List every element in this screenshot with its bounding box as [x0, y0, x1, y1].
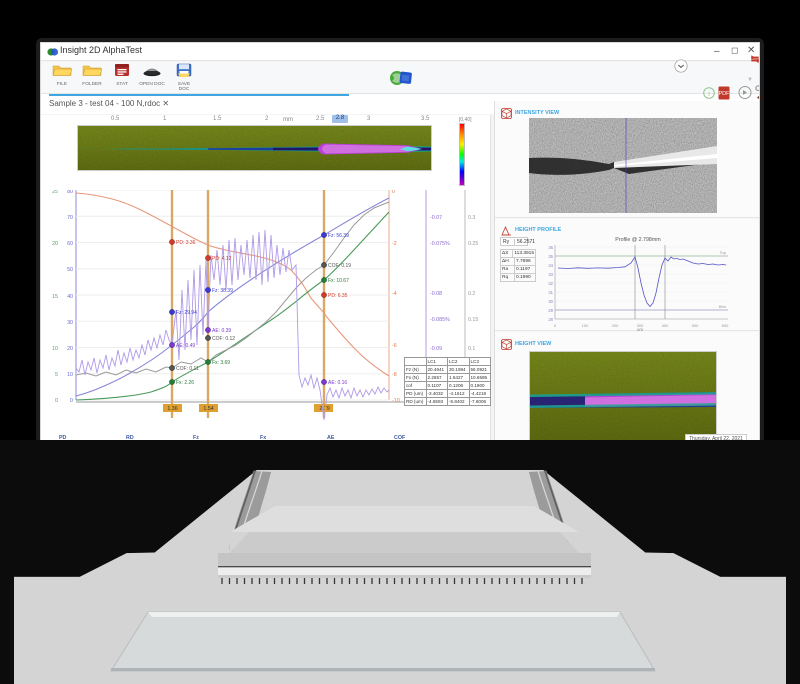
svg-text:33: 33 [548, 272, 553, 277]
svg-text:5: 5 [55, 372, 58, 378]
svg-text:40: 40 [67, 294, 73, 300]
svg-text:AE: 0.49: AE: 0.49 [176, 343, 195, 349]
svg-text:1.54: 1.54 [203, 406, 213, 412]
svg-text:0.3: 0.3 [468, 215, 475, 221]
svg-text:0.15: 0.15 [468, 317, 478, 323]
svg-text:i: i [708, 91, 710, 98]
svg-text:COF: 0.12: COF: 0.12 [212, 336, 235, 342]
svg-text:0: 0 [70, 398, 73, 404]
svg-text:31: 31 [548, 290, 553, 295]
svg-text:Fx: 3.69: Fx: 3.69 [212, 360, 230, 366]
svg-text:100: 100 [582, 323, 589, 328]
svg-text:30: 30 [67, 320, 73, 326]
svg-text:Fx: 10.67: Fx: 10.67 [328, 278, 349, 284]
svg-text:200: 200 [612, 323, 619, 328]
svg-text:Fz: 38.39: Fz: 38.39 [212, 288, 233, 294]
svg-text:2.79: 2.79 [319, 406, 329, 412]
svg-text:AE: 0.16: AE: 0.16 [328, 380, 347, 386]
svg-text:PD: 6.35: PD: 6.35 [328, 293, 348, 299]
svg-text:32: 32 [548, 281, 553, 286]
svg-text:10: 10 [67, 372, 73, 378]
svg-text:Btm: Btm [719, 304, 727, 309]
svg-text:COF: 0.19: COF: 0.19 [328, 263, 351, 269]
svg-text:-8: -8 [392, 372, 397, 378]
svg-text:600: 600 [722, 323, 729, 328]
svg-text:Fx: 2.26: Fx: 2.26 [176, 380, 194, 386]
svg-text:60: 60 [67, 241, 73, 247]
svg-text:300: 300 [637, 323, 644, 328]
svg-text:400: 400 [662, 323, 669, 328]
svg-text:29: 29 [548, 308, 553, 313]
svg-text:28: 28 [548, 317, 553, 322]
svg-text:Fz: 29.94: Fz: 29.94 [176, 310, 197, 316]
svg-text:0.1: 0.1 [468, 346, 475, 352]
svg-text:-6: -6 [392, 343, 397, 349]
svg-text:-0.07: -0.07 [430, 215, 442, 221]
svg-text:0: 0 [392, 190, 395, 195]
svg-text:20: 20 [67, 346, 73, 352]
svg-text:-2: -2 [392, 241, 397, 247]
svg-text:-0.085%: -0.085% [430, 317, 450, 323]
svg-text:80: 80 [67, 190, 73, 195]
svg-text:-0.08: -0.08 [430, 291, 442, 297]
svg-text:-0.09: -0.09 [430, 346, 442, 352]
svg-text:0.2: 0.2 [468, 291, 475, 297]
svg-text:70: 70 [67, 215, 73, 221]
svg-text:Fz: 56.39: Fz: 56.39 [328, 233, 349, 239]
svg-text:PDF: PDF [719, 91, 731, 97]
svg-text:35: 35 [548, 254, 553, 259]
svg-text:30: 30 [548, 299, 553, 304]
svg-text:-0.075%: -0.075% [430, 241, 450, 247]
svg-text:25: 25 [52, 190, 58, 195]
svg-text:Top: Top [720, 250, 727, 255]
svg-text:36: 36 [548, 245, 553, 250]
svg-text:20: 20 [52, 241, 58, 247]
svg-text:0: 0 [554, 323, 557, 328]
svg-text:-4: -4 [392, 291, 397, 297]
svg-text:500: 500 [692, 323, 699, 328]
svg-text:34: 34 [548, 263, 553, 268]
svg-text:1.36: 1.36 [167, 406, 177, 412]
svg-text:-10: -10 [392, 398, 400, 404]
svg-text:0.25: 0.25 [468, 241, 478, 247]
svg-text:50: 50 [67, 267, 73, 273]
svg-text:AE: 0.39: AE: 0.39 [212, 328, 231, 334]
svg-text:10: 10 [52, 346, 58, 352]
svg-text:15: 15 [52, 294, 58, 300]
svg-text:COF: 0.11: COF: 0.11 [176, 366, 199, 372]
svg-text:PD: 3.36: PD: 3.36 [176, 240, 196, 246]
svg-text:PD: 4.12: PD: 4.12 [212, 256, 232, 262]
svg-text:0: 0 [55, 398, 58, 404]
